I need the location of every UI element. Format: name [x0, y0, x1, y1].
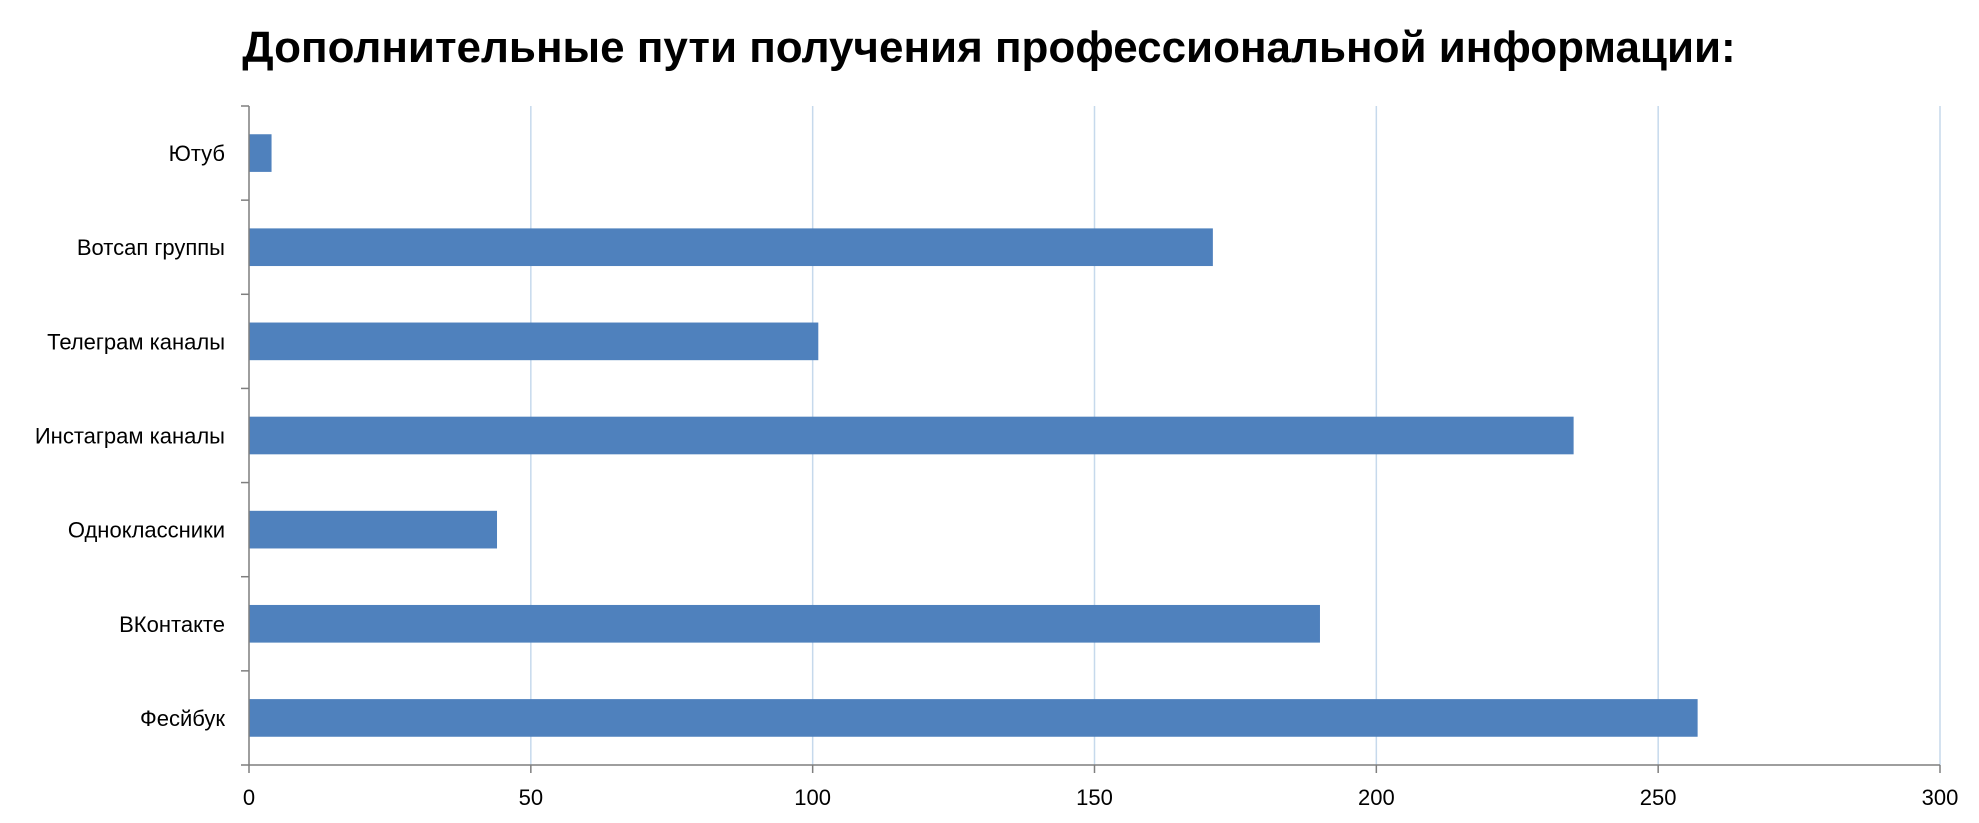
bar-3 — [249, 416, 1574, 455]
bar-6 — [249, 699, 1698, 737]
category-label: Фесйбук — [140, 706, 225, 731]
bar-1 — [249, 228, 1213, 267]
category-label: Ютуб — [169, 141, 225, 166]
x-tick-label: 0 — [243, 785, 255, 810]
x-tick-label: 100 — [794, 785, 831, 810]
bar-4 — [249, 510, 498, 549]
tick-labels: 0 50 100 150 200 250 300 Ютуб Вотсап группы Телег… — [35, 141, 1959, 810]
bar-5 — [249, 604, 1320, 643]
x-tick-label: 250 — [1640, 785, 1677, 810]
bar-2 — [249, 322, 819, 361]
x-tick-label: 200 — [1358, 785, 1395, 810]
bars — [249, 134, 1698, 737]
chart-title: Дополнительные пути получения профессион… — [242, 23, 1735, 72]
category-label: Одноклассники — [68, 518, 225, 543]
bar-0 — [249, 134, 272, 172]
category-label: ВКонтакте — [119, 612, 225, 637]
x-tick-label: 50 — [519, 785, 543, 810]
x-tick-label: 150 — [1076, 785, 1113, 810]
category-label: Вотсап группы — [77, 235, 225, 260]
category-label: Инстаграм каналы — [35, 424, 225, 449]
axes — [241, 105, 1941, 773]
x-tick-label: 300 — [1922, 785, 1959, 810]
category-label: Телеграм каналы — [47, 329, 225, 354]
